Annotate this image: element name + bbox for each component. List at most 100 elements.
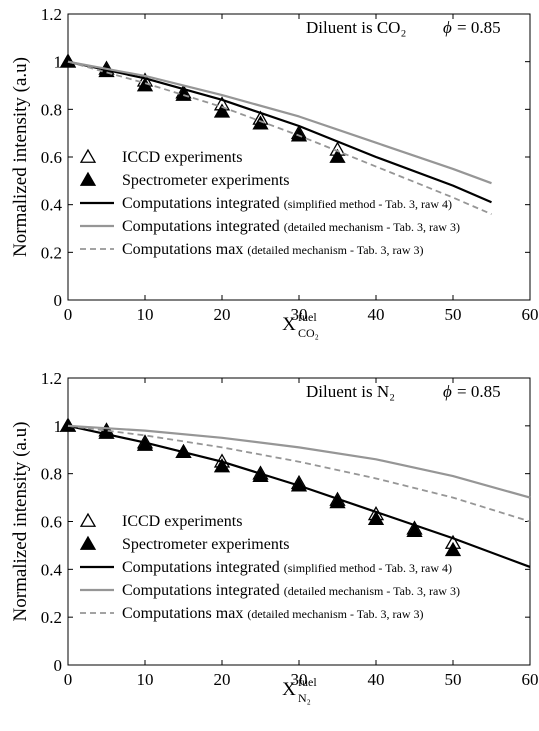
data-point-filled-triangle	[367, 510, 385, 526]
series-line-dashed-line	[67, 424, 531, 523]
phi-symbol: ϕ	[443, 18, 452, 37]
y-tick-label: 0.2	[41, 243, 62, 262]
legend-entry-1: ICCD experiments	[79, 512, 242, 530]
legend-label: Computations max (detailed mechanism - Ta…	[122, 241, 424, 258]
legend-entry-4: Computations integrated (detailed mechani…	[80, 218, 460, 235]
y-tick-label: 0.4	[41, 196, 63, 215]
x-axis-label-subscript: N₂	[298, 691, 311, 705]
data-point-filled-triangle	[175, 86, 192, 101]
legend-label-detail: (simplified method - Tab. 3, raw 4)	[284, 561, 452, 575]
y-tick-label: 0.4	[41, 560, 63, 579]
x-tick-label: 40	[368, 305, 385, 324]
diluent-annotation: Diluent is CO₂	[306, 18, 406, 37]
legend-label-detail: (detailed mechanism - Tab. 3, raw 3)	[247, 243, 423, 257]
diluent-annotation: Diluent is N₂	[306, 382, 395, 401]
y-tick-label: 0.6	[41, 148, 62, 167]
y-tick-label: 0.8	[41, 465, 62, 484]
legend-entry-5: Computations max (detailed mechanism - Ta…	[80, 605, 424, 622]
data-point-filled-triangle	[329, 148, 346, 163]
legend-marker-open-triangle	[79, 512, 97, 527]
y-tick-label: 1	[54, 417, 63, 436]
legend-entry-2: Spectrometer experiments	[79, 171, 290, 189]
legend-entry-3: Computations integrated (simplified metho…	[80, 195, 452, 212]
x-tick-label: 20	[214, 305, 231, 324]
legend-label-main: Computations integrated	[122, 218, 280, 235]
data-point-filled-triangle	[406, 522, 423, 537]
y-tick-label: 1	[54, 53, 63, 72]
chart-panel-1: 0 10 20 30 40 50 60 0 0.2 0.4 0.6 0.8 1 1.2 Normalized…	[10, 5, 539, 340]
legend-label: Spectrometer experiments	[122, 172, 290, 189]
equivalence-ratio-annotation: = 0.85	[457, 18, 501, 37]
legend-label-main: ICCD experiments	[122, 513, 242, 530]
legend-entry-5: Computations max (detailed mechanism - Ta…	[80, 241, 424, 258]
series-line-gray-line	[67, 424, 531, 499]
legend-label: Computations integrated (simplified metho…	[122, 195, 452, 212]
legend-label-main: Computations integrated	[122, 195, 280, 212]
legend-label-main: ICCD experiments	[122, 149, 242, 166]
chart-panel-2: 0 10 20 30 40 50 60 0 0.2 0.4 0.6 0.8 1 1.2 Normalized…	[10, 369, 539, 705]
x-tick-label: 40	[368, 670, 385, 689]
x-tick-label: 10	[137, 305, 154, 324]
legend-label: Computations integrated (detailed mechani…	[122, 218, 460, 235]
x-tick-label: 20	[214, 670, 231, 689]
legend-entry-4: Computations integrated (detailed mechani…	[80, 582, 460, 599]
y-tick-label: 0	[54, 656, 63, 675]
legend-label: Computations integrated (detailed mechani…	[122, 582, 460, 599]
data-point-filled-triangle	[59, 417, 77, 432]
equivalence-ratio-annotation: = 0.85	[457, 382, 501, 401]
legend-label: Spectrometer experiments	[122, 536, 290, 553]
y-tick-label: 0.6	[41, 513, 62, 532]
x-axis-label: X	[282, 314, 296, 335]
data-point-filled-triangle	[329, 494, 346, 509]
data-point-filled-triangle	[444, 541, 462, 557]
x-tick-label: 50	[445, 670, 462, 689]
series-line-black-line	[67, 424, 531, 568]
phi-symbol: ϕ	[443, 382, 452, 401]
legend-label-main: Computations max	[122, 605, 243, 622]
y-tick-label: 0.2	[41, 608, 62, 627]
legend-label: Computations integrated (simplified metho…	[122, 559, 452, 576]
legend-label: Computations max (detailed mechanism - Ta…	[122, 605, 424, 622]
series-line-dashed-line	[67, 60, 492, 216]
legend-label-detail: (detailed mechanism - Tab. 3, raw 3)	[284, 220, 460, 234]
x-axis-label-superscript: fuel	[298, 310, 317, 324]
legend-label-main: Spectrometer experiments	[122, 536, 290, 553]
series-line-gray-line	[67, 60, 492, 185]
x-axis-label-superscript: fuel	[298, 675, 317, 689]
legend-marker-filled-triangle	[79, 535, 97, 550]
legend-marker-open-triangle	[79, 148, 97, 163]
series-line-black-line	[67, 60, 492, 204]
x-tick-label: 50	[445, 305, 462, 324]
legend-marker-filled-triangle	[79, 171, 97, 186]
legend-label-detail: (detailed mechanism - Tab. 3, raw 3)	[247, 607, 423, 621]
y-tick-label: 1.2	[41, 5, 62, 24]
legend-label-main: Spectrometer experiments	[122, 172, 290, 189]
x-axis-label-subscript: CO₂	[298, 326, 319, 340]
y-axis-label: Normalized intensity (a.u)	[10, 57, 31, 257]
legend-entry-3: Computations integrated (simplified metho…	[80, 559, 452, 576]
legend-label-detail: (detailed mechanism - Tab. 3, raw 3)	[284, 584, 460, 598]
legend-entry-1: ICCD experiments	[79, 148, 242, 166]
x-tick-label: 0	[64, 670, 73, 689]
legend-entry-2: Spectrometer experiments	[79, 535, 290, 553]
x-axis-label: X	[282, 679, 296, 700]
legend-label-main: Computations max	[122, 241, 243, 258]
legend-label-main: Computations integrated	[122, 582, 280, 599]
x-tick-label: 30	[291, 670, 308, 689]
data-point-filled-triangle	[59, 53, 77, 68]
y-tick-label: 0	[54, 291, 63, 310]
legend-label-main: Computations integrated	[122, 559, 280, 576]
y-axis-label: Normalized intensity (a.u)	[10, 422, 31, 622]
x-tick-label: 60	[522, 305, 539, 324]
x-tick-label: 10	[137, 670, 154, 689]
y-tick-label: 0.8	[41, 100, 62, 119]
data-point-filled-triangle	[213, 103, 231, 118]
y-tick-label: 1.2	[41, 369, 62, 388]
x-tick-label: 60	[522, 670, 539, 689]
legend-label-detail: (simplified method - Tab. 3, raw 4)	[284, 197, 452, 211]
x-tick-label: 0	[64, 305, 73, 324]
data-point-filled-triangle	[213, 458, 231, 473]
x-tick-label: 30	[291, 305, 308, 324]
legend-label: ICCD experiments	[122, 149, 242, 166]
